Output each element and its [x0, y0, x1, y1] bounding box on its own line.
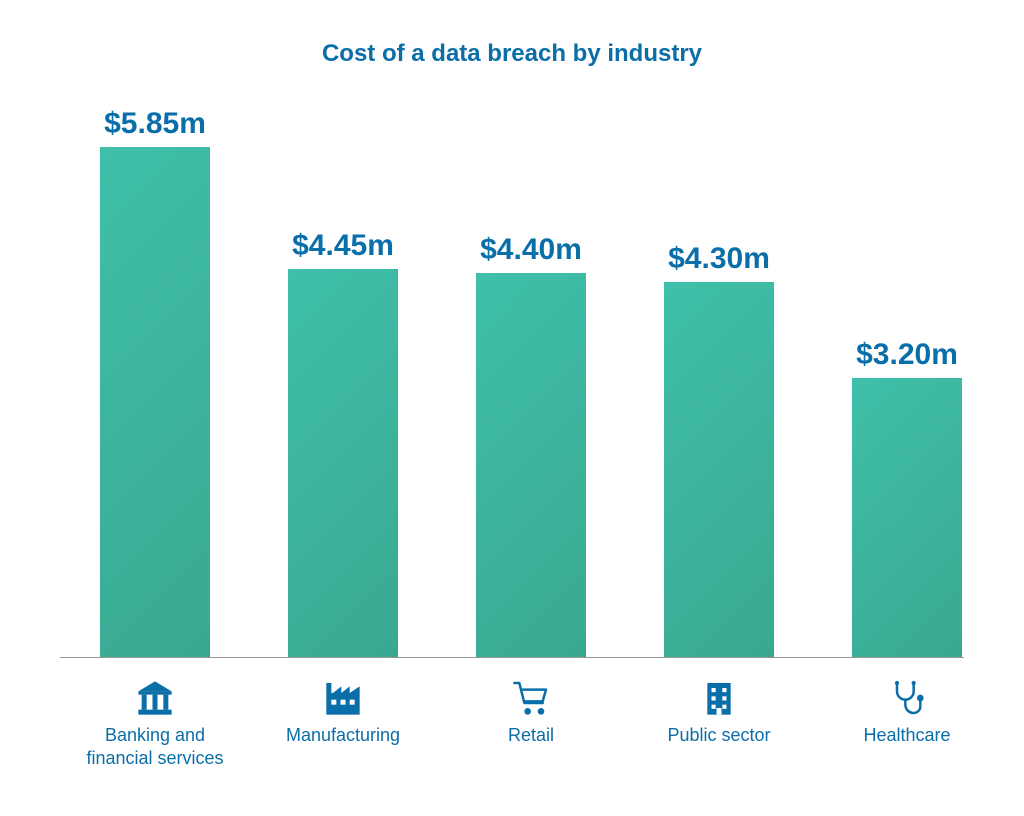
bar-slot-4: $3.20m [852, 338, 962, 657]
chart-category-labels: Banking and financial services Manufactu… [60, 676, 964, 796]
stethoscope-icon [887, 676, 927, 718]
bar-slot-2: $4.40m [476, 233, 586, 657]
bar-value-label: $3.20m [856, 338, 958, 372]
bar-slot-0: $5.85m [100, 107, 210, 657]
bar-value-label: $4.30m [668, 242, 770, 276]
label-slot-1: Manufacturing [258, 676, 428, 747]
breach-cost-chart: Cost of a data breach by industry $5.85m… [60, 40, 964, 776]
category-label: Banking and financial services [70, 724, 240, 769]
bar-0 [100, 147, 210, 657]
label-slot-3: Public sector [634, 676, 804, 747]
bar-2 [476, 273, 586, 657]
chart-title: Cost of a data breach by industry [60, 40, 964, 68]
bar-value-label: $4.40m [480, 233, 582, 267]
chart-plot-area: $5.85m $4.45m $4.40m $4.30m $3.20m [60, 98, 964, 658]
label-slot-2: Retail [446, 676, 616, 747]
category-label: Manufacturing [286, 724, 400, 747]
category-label: Healthcare [863, 724, 950, 747]
label-slot-4: Healthcare [822, 676, 992, 747]
bar-slot-3: $4.30m [664, 242, 774, 657]
bank-icon [135, 676, 175, 718]
cart-icon [511, 676, 551, 718]
bar-value-label: $5.85m [104, 107, 206, 141]
bar-1 [288, 269, 398, 657]
category-label: Retail [508, 724, 554, 747]
bar-value-label: $4.45m [292, 229, 394, 263]
category-label: Public sector [667, 724, 770, 747]
bar-3 [664, 282, 774, 657]
bar-slot-1: $4.45m [288, 229, 398, 657]
label-slot-0: Banking and financial services [70, 676, 240, 769]
building-icon [699, 676, 739, 718]
factory-icon [323, 676, 363, 718]
bar-4 [852, 378, 962, 657]
